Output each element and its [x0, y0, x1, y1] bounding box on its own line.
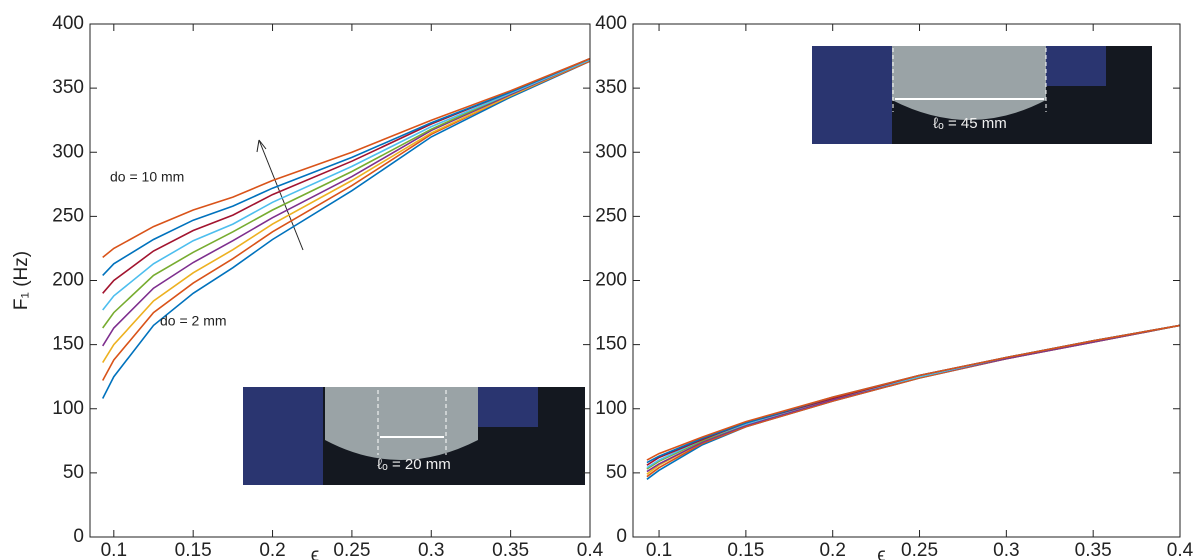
y-tick-label: 50 — [606, 462, 627, 483]
line-series — [646, 324, 1181, 473]
line-series — [646, 324, 1181, 461]
y-tick-label: 0 — [73, 526, 84, 547]
x-tick-label: 0.3 — [418, 540, 444, 560]
x-tick-label: 0.1 — [101, 540, 127, 560]
line-series — [102, 59, 591, 364]
plot-frame — [632, 23, 1181, 538]
inset-photo — [812, 46, 1152, 144]
x-tick-label: 0.4 — [577, 540, 604, 560]
x-tick-label: 0.35 — [1075, 540, 1112, 560]
y-tick-label: 0 — [616, 526, 627, 547]
x-tick-label: 0.25 — [333, 540, 370, 560]
line-series — [102, 59, 591, 347]
y-tick-label: 200 — [52, 270, 84, 291]
y-tick-label: 350 — [52, 77, 84, 98]
x-axis-label: ϵ — [877, 545, 885, 560]
y-tick-label: 100 — [52, 398, 84, 419]
arrow-head — [256, 139, 267, 153]
line-series — [646, 324, 1181, 470]
line-series — [101, 60, 591, 399]
y-tick-label: 250 — [595, 205, 627, 226]
y-tick-label: 400 — [52, 13, 84, 34]
y-tick-label: 300 — [595, 141, 627, 162]
line-series — [102, 57, 591, 259]
annotation: ℓₒ = 20 mm — [377, 456, 450, 473]
y-tick-label: 400 — [595, 13, 627, 34]
line-series — [646, 324, 1181, 475]
y-tick-label: 300 — [52, 141, 84, 162]
y-tick-label: 200 — [595, 270, 627, 291]
plot: 0 50 100 150 200 250 300 350 400 0.1 0.15 0.2 0.25 0.… — [11, 13, 604, 560]
x-tick-label: 0.35 — [492, 540, 529, 560]
line-series — [646, 324, 1181, 469]
y-tick-label: 150 — [595, 334, 627, 355]
x-tick-label: 0.2 — [259, 540, 285, 560]
annotation: do = 10 mm — [110, 169, 184, 185]
line-series — [101, 60, 591, 381]
y-tick-label: 350 — [595, 77, 627, 98]
x-tick-label: 0.1 — [646, 540, 672, 560]
inset-photo — [243, 387, 585, 485]
annotation: do = 2 mm — [160, 313, 227, 329]
x-tick-label: 0.15 — [175, 540, 212, 560]
y-tick-label: 100 — [595, 398, 627, 419]
x-tick-label: 0.4 — [1167, 540, 1194, 560]
annotation: ℓₒ = 45 mm — [933, 115, 1006, 132]
line-series — [102, 59, 591, 329]
y-tick-label: 150 — [52, 334, 84, 355]
line-series — [646, 324, 1181, 464]
line-series — [646, 324, 1181, 480]
y-axis-label: F₁ (Hz) — [11, 251, 32, 310]
plot-frame — [89, 23, 591, 538]
line-series — [102, 57, 591, 276]
line-series — [102, 59, 591, 311]
line-series — [646, 324, 1181, 466]
y-tick-label: 50 — [63, 462, 84, 483]
plot: 0 50 100 150 200 250 300 350 400 0.1 0.15 0.2 0.25 0.… — [595, 13, 1193, 560]
x-axis-label: ϵ — [311, 545, 319, 560]
y-tick-label: 250 — [52, 205, 84, 226]
arrow — [258, 139, 304, 251]
x-tick-label: 0.25 — [901, 540, 938, 560]
x-tick-label: 0.2 — [819, 540, 845, 560]
x-tick-label: 0.15 — [727, 540, 764, 560]
x-tick-label: 0.3 — [993, 540, 1019, 560]
line-series — [646, 324, 1181, 478]
